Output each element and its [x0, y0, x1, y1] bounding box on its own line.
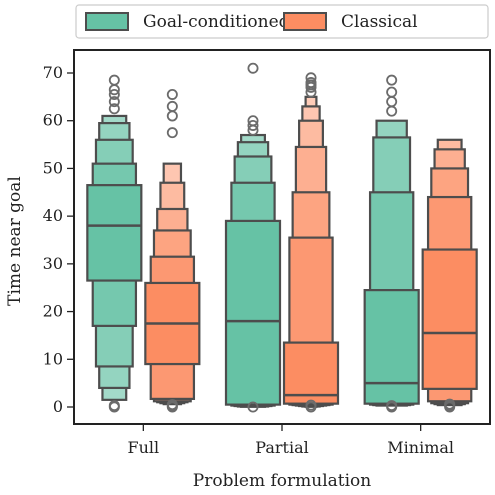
- plot-frame: [73, 49, 491, 425]
- x-tick-label-full: Full: [128, 438, 160, 457]
- y-tick-label: 30: [43, 254, 63, 273]
- outlier-point: [247, 401, 259, 413]
- y-axis-label: Time near goal: [5, 176, 25, 306]
- box-level-goal-conditioned-partial: [224, 219, 282, 406]
- outlier-point: [247, 119, 259, 131]
- y-tick-label: 0: [53, 397, 63, 416]
- outlier-point: [247, 115, 259, 127]
- x-tick-label-minimal: Minimal: [387, 438, 454, 457]
- legend-label-goal-conditioned: Goal-conditioned: [143, 12, 290, 32]
- outlier-point: [386, 74, 398, 86]
- x-tick-label-partial: Partial: [255, 438, 308, 457]
- outlier-point: [166, 100, 178, 112]
- outlier-point: [305, 72, 317, 84]
- legend-label-classical: Classical: [341, 12, 418, 32]
- outlier-point: [108, 88, 120, 100]
- x-axis-label: Problem formulation: [193, 471, 372, 491]
- outlier-point: [166, 127, 178, 139]
- outlier-point: [108, 103, 120, 115]
- legend: Goal-conditioned Classical: [75, 4, 489, 39]
- y-axis: 0 10 20 30 40 50 60 70: [43, 63, 74, 416]
- box-level-goal-conditioned-minimal: [363, 289, 420, 405]
- outlier-point: [166, 88, 178, 100]
- x-axis: Full Partial Minimal: [128, 424, 454, 457]
- outlier-point: [247, 62, 259, 74]
- outlier-point: [166, 399, 178, 411]
- legend-frame: [75, 4, 489, 39]
- outlier-point: [108, 96, 120, 108]
- y-tick-label: 60: [43, 111, 63, 130]
- y-tick-label: 20: [43, 302, 63, 321]
- outlier-point: [444, 398, 456, 410]
- y-tick-label: 10: [43, 349, 63, 368]
- outlier-point: [386, 86, 398, 98]
- outlier-point: [305, 399, 317, 411]
- outlier-point: [108, 74, 120, 86]
- outlier-point: [305, 77, 317, 89]
- legend-swatch-goal-conditioned: [85, 12, 129, 31]
- outlier-point: [108, 400, 120, 412]
- y-tick-label: 50: [43, 158, 63, 177]
- outlier-point: [166, 110, 178, 122]
- outlier-point: [386, 105, 398, 117]
- box-level-classical-minimal: [421, 248, 478, 390]
- y-tick-label: 40: [43, 206, 63, 225]
- plot-area: [86, 62, 478, 413]
- box-level-classical-partial: [282, 341, 340, 405]
- outlier-point: [386, 96, 398, 108]
- outlier-point: [386, 400, 398, 412]
- box-level-goal-conditioned-full: [86, 184, 143, 282]
- legend-swatch-classical: [283, 12, 327, 31]
- y-tick-label: 70: [43, 63, 63, 82]
